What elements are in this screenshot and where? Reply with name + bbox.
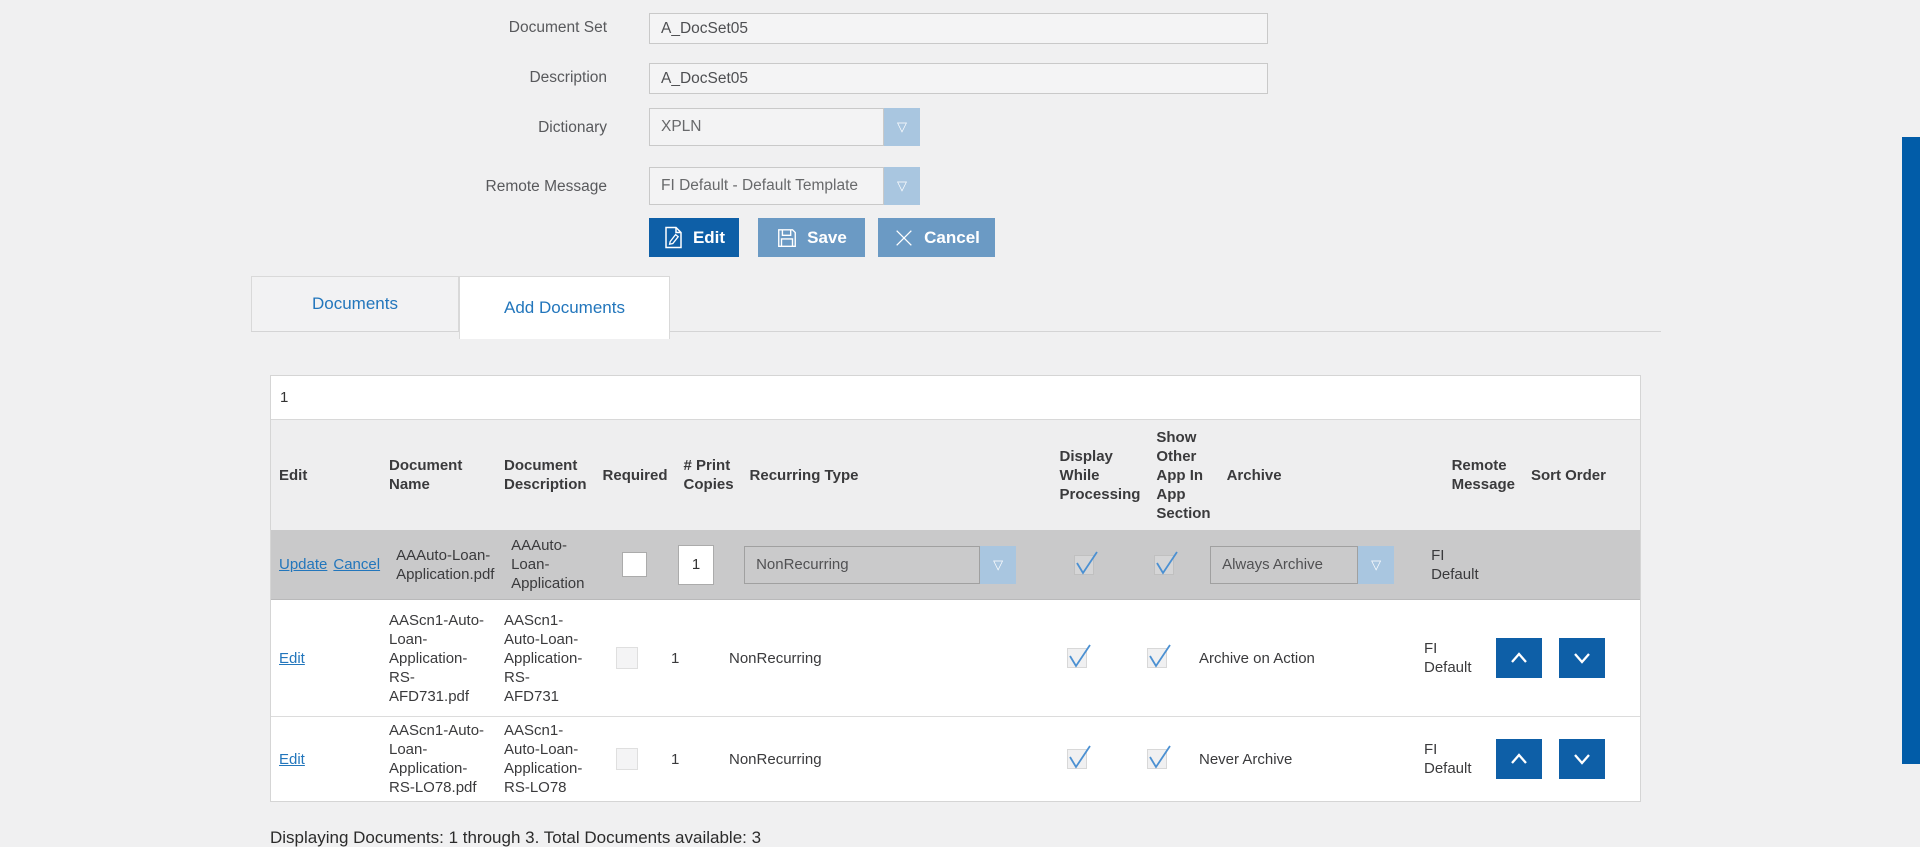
checkmark-icon: [1069, 745, 1091, 769]
tab-strip-divider: [251, 331, 1661, 332]
chevron-down-icon[interactable]: ▽: [980, 545, 1017, 584]
archive-select[interactable]: Always Archive ▽: [1210, 545, 1395, 584]
document-name-cell: AAScn1-Auto-Loan-Application-RS-AFD731.p…: [389, 611, 485, 705]
archive-cell: Archive on Action: [1199, 649, 1315, 667]
update-link[interactable]: Update: [279, 556, 328, 573]
recurring-type-cell: NonRecurring: [729, 649, 822, 667]
document-description-cell: AAScn1-Auto-Loan-Application-RS-AFD731: [504, 611, 583, 705]
chevron-down-icon: [1574, 754, 1590, 765]
sort-down-button[interactable]: [1559, 638, 1605, 678]
sort-up-button[interactable]: [1496, 638, 1542, 678]
table-row: Update Cancel AAAuto-Loan-Application.pd…: [271, 530, 1640, 600]
remote-message-label: Remote Message: [485, 178, 607, 195]
col-header-document-name: Document Name: [389, 457, 463, 493]
documents-table: 1 Edit Document Name Document Descriptio…: [270, 375, 1641, 802]
table-summary-text: Displaying Documents: 1 through 3. Total…: [270, 828, 762, 847]
archive-selected-value: Always Archive: [1210, 545, 1359, 584]
edit-link[interactable]: Edit: [279, 750, 305, 768]
cancel-button[interactable]: Cancel: [878, 218, 995, 257]
tab-documents[interactable]: Documents: [251, 276, 459, 331]
edit-document-icon: [663, 226, 684, 249]
archive-cell: Never Archive: [1199, 750, 1293, 768]
col-header-display-while-processing: Display While Processing: [1059, 447, 1141, 503]
dictionary-selected-value: XPLN: [649, 108, 884, 146]
sort-down-button[interactable]: [1559, 739, 1605, 779]
col-header-document-description: Document Description: [504, 457, 587, 493]
recurring-type-selected-value: NonRecurring: [744, 545, 981, 584]
checkmark-icon: [1156, 551, 1178, 575]
edit-button-label: Edit: [692, 227, 726, 247]
required-checkbox[interactable]: [621, 552, 647, 577]
col-header-print-copies: # Print Copies: [683, 457, 734, 493]
table-header-row: Edit Document Name Document Description …: [271, 420, 1640, 530]
document-description-cell: AAScn1-Auto-Loan-Application-RS-LO78: [504, 722, 583, 796]
tab-documents-label: Documents: [312, 294, 398, 313]
table-row: Edit AAScn1-Auto-Loan-Application-RS-LO7…: [271, 717, 1640, 801]
col-header-required: Required: [602, 466, 668, 484]
dictionary-label: Dictionary: [538, 119, 607, 136]
show-other-app-checkbox: [1147, 644, 1171, 668]
checkmark-icon: [1076, 551, 1098, 575]
document-description-cell: AAAuto-Loan-Application: [511, 537, 585, 592]
checkmark-icon: [1149, 745, 1171, 769]
save-button[interactable]: Save: [758, 218, 865, 257]
remote-message-cell: FI Default: [1424, 640, 1472, 676]
chevron-down-icon[interactable]: ▽: [884, 167, 920, 205]
save-disk-icon: [776, 227, 798, 249]
required-checkbox: [616, 647, 638, 669]
document-name-cell: AAAuto-Loan-Application.pdf: [396, 546, 495, 583]
edit-link[interactable]: Edit: [279, 649, 305, 667]
chevron-down-icon: [1574, 653, 1590, 664]
display-while-processing-checkbox[interactable]: [1074, 551, 1098, 575]
vertical-scrollbar[interactable]: [1902, 137, 1920, 764]
required-checkbox: [616, 748, 638, 770]
show-other-app-checkbox: [1147, 745, 1171, 769]
checkmark-icon: [1149, 644, 1171, 668]
recurring-type-cell: NonRecurring: [729, 750, 822, 768]
cancel-button-label: Cancel: [924, 227, 980, 247]
remote-message-selected-value: FI Default - Default Template: [649, 167, 884, 205]
col-header-archive: Archive: [1226, 466, 1282, 484]
remote-message-select[interactable]: FI Default - Default Template ▽: [649, 167, 920, 205]
page-number[interactable]: 1: [280, 389, 289, 406]
display-while-processing-checkbox: [1067, 745, 1091, 769]
display-while-processing-checkbox: [1067, 644, 1091, 668]
tab-add-documents-label: Add Documents: [504, 298, 625, 317]
tab-add-documents[interactable]: Add Documents: [459, 276, 670, 339]
col-header-recurring-type: Recurring Type: [749, 466, 859, 484]
chevron-down-icon[interactable]: ▽: [1358, 545, 1395, 584]
document-set-input[interactable]: [649, 13, 1268, 44]
cancel-link[interactable]: Cancel: [333, 556, 381, 573]
remote-message-cell: FI Default: [1431, 546, 1479, 583]
dictionary-select[interactable]: XPLN ▽: [649, 108, 920, 146]
edit-button[interactable]: Edit: [649, 218, 739, 257]
close-x-icon: [893, 227, 915, 249]
print-copies-input[interactable]: [678, 544, 715, 585]
pagination-bar[interactable]: 1: [271, 376, 1640, 420]
save-button-label: Save: [807, 227, 847, 247]
chevron-up-icon: [1511, 652, 1527, 663]
col-header-edit: Edit: [279, 466, 308, 484]
table-row: Edit AAScn1-Auto-Loan-Application-RS-AFD…: [271, 600, 1640, 717]
print-copies-cell: 1: [671, 649, 680, 667]
sort-up-button[interactable]: [1496, 739, 1542, 779]
chevron-up-icon: [1511, 753, 1527, 764]
description-input[interactable]: [649, 63, 1268, 94]
col-header-remote-message: Remote Message: [1451, 457, 1515, 493]
col-header-show-other-app: Show Other App In App Section: [1156, 428, 1211, 522]
col-header-sort-order: Sort Order: [1530, 466, 1606, 484]
show-other-app-checkbox[interactable]: [1154, 551, 1178, 575]
checkmark-icon: [1069, 644, 1091, 668]
description-label: Description: [529, 69, 607, 86]
chevron-down-icon[interactable]: ▽: [884, 108, 920, 146]
remote-message-cell: FI Default: [1424, 741, 1472, 777]
print-copies-cell: 1: [671, 750, 680, 768]
document-set-label: Document Set: [508, 19, 607, 36]
document-name-cell: AAScn1-Auto-Loan-Application-RS-LO78.pdf: [389, 722, 485, 796]
recurring-type-select[interactable]: NonRecurring ▽: [744, 545, 1017, 584]
